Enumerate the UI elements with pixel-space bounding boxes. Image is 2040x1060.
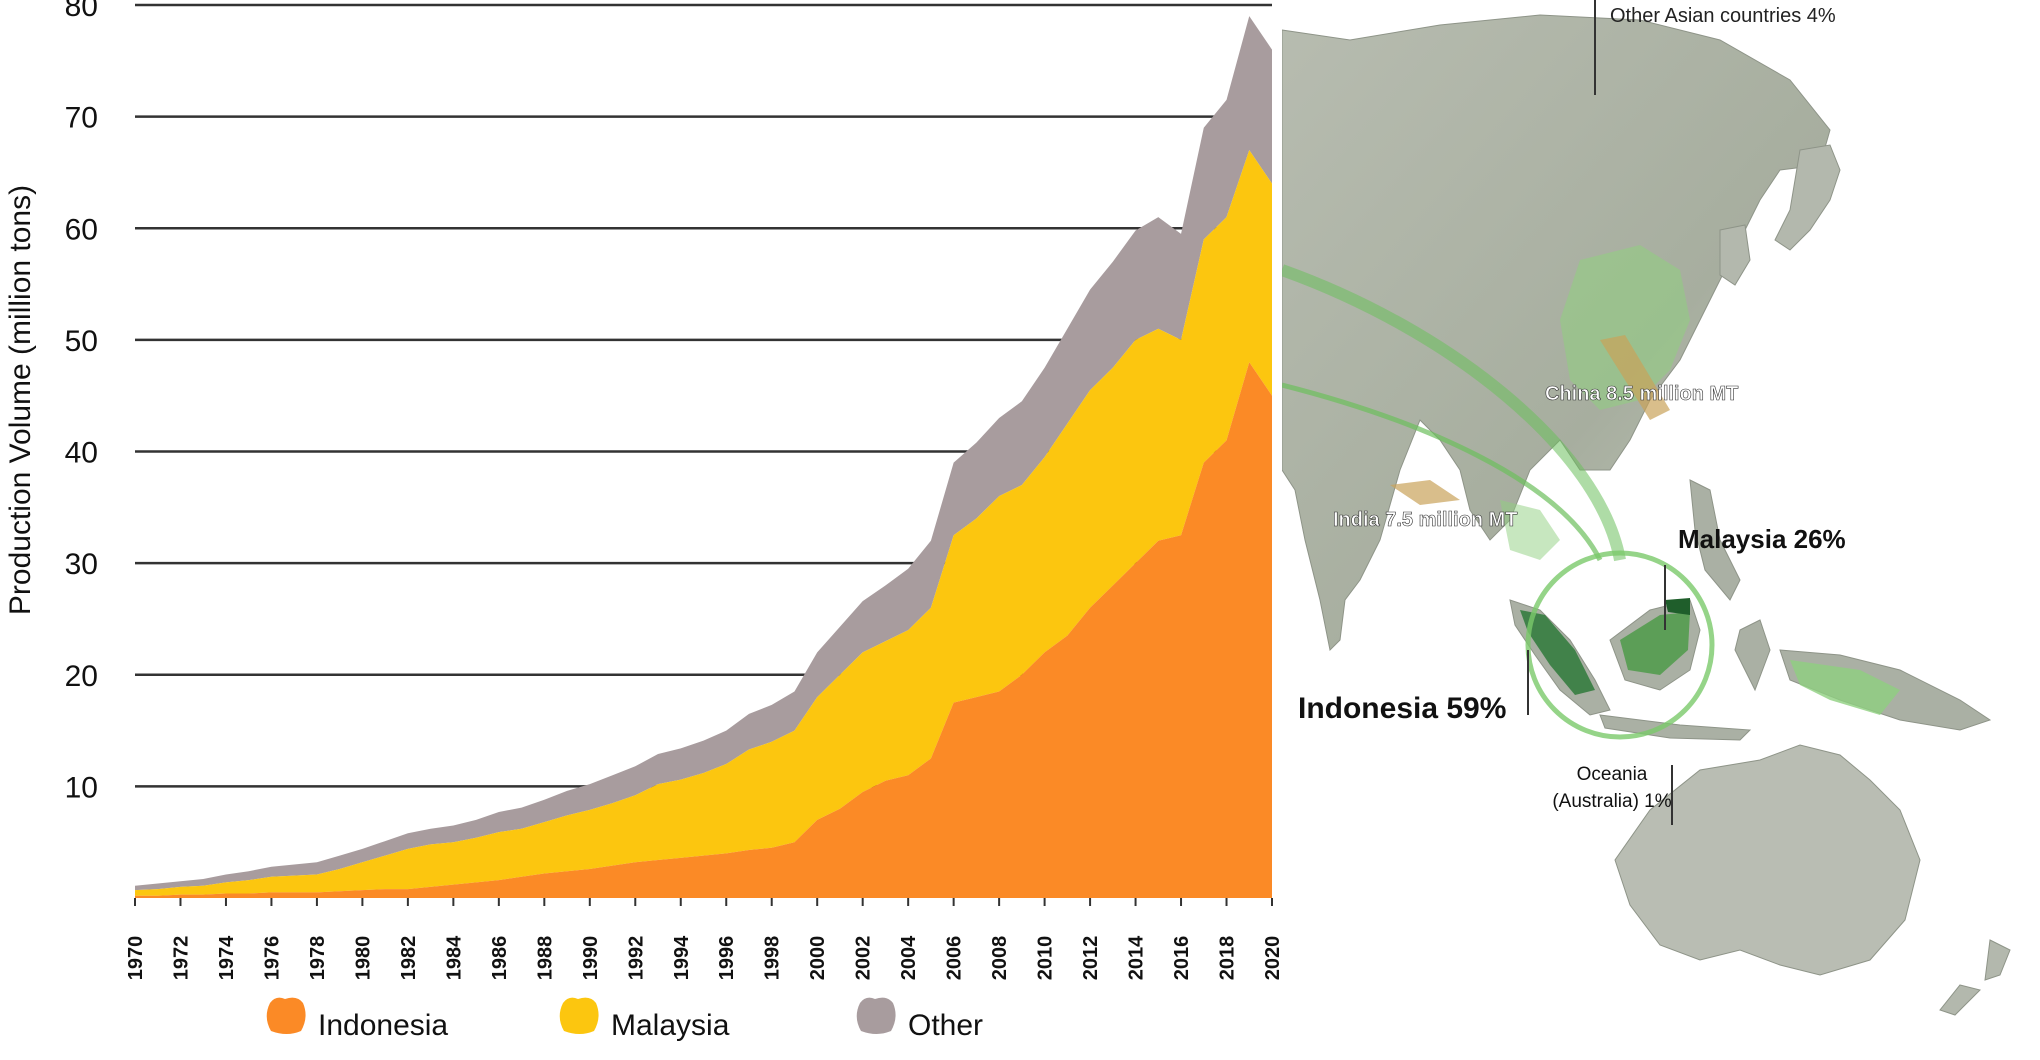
x-tick-label: 2018 <box>1217 936 1239 981</box>
oceania-label-line2: (Australia) 1% <box>1552 791 1671 812</box>
y-tick-label: 70 <box>65 102 98 135</box>
x-tick-label: 2014 <box>1126 935 1148 980</box>
philippines-landmass <box>1689 479 1741 601</box>
map-panel: Other Asian countries 4% China 8.5 milli… <box>1282 0 2011 1016</box>
legend-label-malaysia: Malaysia <box>611 1009 730 1042</box>
y-tick-label: 50 <box>65 325 98 358</box>
y-tick-label: 80 <box>65 0 98 23</box>
x-tick-label: 1992 <box>625 936 647 981</box>
malaysia-production-area <box>1665 598 1690 615</box>
y-axis-ticks: 10 20 30 40 50 60 70 80 <box>65 0 98 804</box>
trade-arc-inner <box>1282 382 1603 562</box>
x-tick-label: 1976 <box>261 936 283 981</box>
legend-swatch-indonesia <box>266 997 306 1034</box>
x-tick-label: 1970 <box>125 936 147 981</box>
australia-landmass <box>1614 744 1921 976</box>
china-highlight <box>1600 335 1670 420</box>
java-landmass <box>1599 714 1752 741</box>
gridlines <box>135 3 1272 788</box>
new-guinea-production-area <box>1790 660 1900 715</box>
area-chart: 10 20 30 40 50 60 70 80 1970 1972 1974 1976 1978 198… <box>4 0 1284 1042</box>
legend-label-indonesia: Indonesia <box>318 1009 448 1042</box>
y-axis-label: Production Volume (million tons) <box>4 185 37 615</box>
x-tick-label: 2020 <box>1262 936 1284 981</box>
x-tick-label: 1982 <box>398 936 420 981</box>
x-tick-label: 1978 <box>307 936 329 981</box>
x-tick-label: 2016 <box>1171 936 1193 981</box>
india-production-area <box>1500 500 1560 560</box>
x-tick-label: 2006 <box>944 936 966 981</box>
sumatra-production-area <box>1520 610 1595 695</box>
x-tick-label: 2008 <box>989 936 1011 981</box>
china-label: China 8.5 million MT <box>1545 383 1738 405</box>
other-asian-label: Other Asian countries 4% <box>1610 5 1836 27</box>
x-tick-label: 2004 <box>898 935 920 980</box>
japan-landmass <box>1774 144 1841 251</box>
x-tick-label: 1974 <box>216 935 238 980</box>
area-indonesia <box>135 362 1272 898</box>
korea-landmass <box>1719 224 1751 286</box>
x-tick-label: 1996 <box>716 936 738 981</box>
asia-landmass <box>1282 14 1831 652</box>
y-tick-label: 40 <box>65 437 98 470</box>
area-other <box>135 16 1272 891</box>
stacked-areas <box>135 16 1272 898</box>
india-label: India 7.5 million MT <box>1333 509 1517 531</box>
x-tick-label: 1988 <box>534 936 556 981</box>
x-tick-label: 1980 <box>352 936 374 981</box>
x-tick-label: 2010 <box>1035 936 1057 981</box>
x-tick-label: 1984 <box>443 935 465 980</box>
x-tick-label: 1986 <box>489 936 511 981</box>
new-zealand-landmass <box>1939 939 2011 1016</box>
sulawesi-landmass <box>1734 619 1771 692</box>
x-tick-label: 1994 <box>671 935 693 980</box>
y-tick-label: 60 <box>65 213 98 246</box>
china-production-area <box>1560 245 1690 410</box>
oceania-label-line1: Oceania <box>1577 764 1648 785</box>
y-tick-label: 30 <box>65 548 98 581</box>
x-tick-label: 1990 <box>580 936 602 981</box>
indonesia-label: Indonesia 59% <box>1298 692 1506 725</box>
area-malaysia <box>135 150 1272 896</box>
legend: Indonesia Malaysia Other <box>266 997 983 1042</box>
x-tick-label: 1998 <box>762 936 784 981</box>
x-tick-label: 2000 <box>807 936 829 981</box>
legend-swatch-malaysia <box>559 997 599 1034</box>
legend-label-other: Other <box>908 1009 983 1042</box>
x-tick-label: 1972 <box>170 936 192 981</box>
borneo-production-area <box>1620 612 1690 675</box>
x-tick-label: 2002 <box>853 936 875 981</box>
y-tick-label: 10 <box>65 771 98 804</box>
legend-swatch-other <box>856 997 896 1034</box>
x-tick-label: 2012 <box>1080 936 1102 981</box>
malaysia-label: Malaysia 26% <box>1678 524 1846 554</box>
production-hub-circle <box>1525 550 1715 740</box>
x-axis-ticks: 1970 1972 1974 1976 1978 1980 1982 1984 1986 1988… <box>125 898 1284 980</box>
y-tick-label: 20 <box>65 660 98 693</box>
india-highlight <box>1390 480 1460 505</box>
trade-arc-outer <box>1282 264 1626 562</box>
